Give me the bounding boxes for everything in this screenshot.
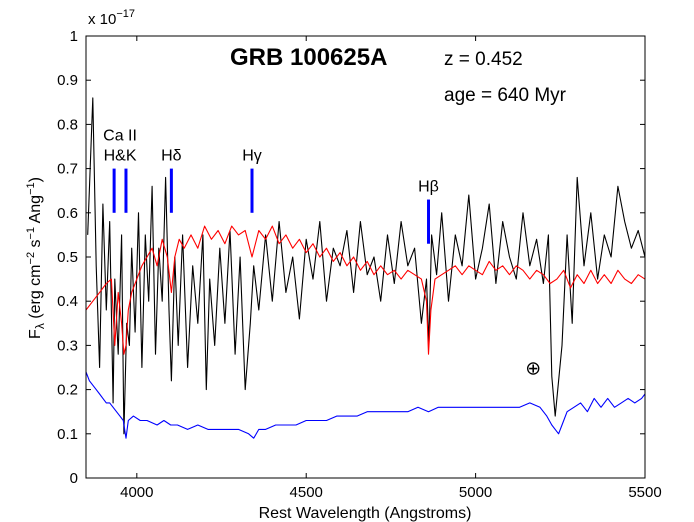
y-tick-label: 0.3 (57, 337, 78, 354)
series-line-1 (86, 225, 645, 355)
x-axis-label: Rest Wavelength (Angstroms) (259, 505, 472, 522)
spectral-line-label: Hδ (161, 148, 182, 165)
y-tick-label: 0.9 (57, 72, 78, 89)
ticks-layer: 4000 4500 5000 5500 0 0.1 0.2 0.3 0.4 0.5 0.6 0.7 0.… (57, 28, 662, 501)
x-tick-label: 5500 (628, 484, 661, 501)
redshift-annotation: z = 0.452 (444, 49, 523, 70)
y-tick-label: 0.8 (57, 116, 78, 133)
y-axis-label: Fλ (erg cm−2 s−1 Ang−1) (25, 177, 47, 339)
chart-title: GRB 100625A (230, 44, 387, 71)
y-tick-label: 0.1 (57, 426, 78, 443)
x-tick-label: 5000 (459, 484, 492, 501)
spectral-line-label: H&K (104, 148, 137, 165)
y-tick-label: 0.6 (57, 205, 78, 222)
y-tick-label: 0 (70, 470, 78, 487)
spectral-line-label: Ca II (103, 128, 137, 145)
spectral-line-label: Hγ (242, 148, 262, 165)
y-scale-factor: x 10−17 (88, 8, 135, 28)
y-tick-label: 0.2 (57, 382, 78, 399)
line-marks-layer: Ca II H&K Hδ Hγ Hβ (103, 128, 439, 244)
series-layer (86, 97, 645, 439)
x-tick-label: 4000 (120, 484, 153, 501)
y-tick-label: 0.4 (57, 293, 78, 310)
y-tick-label: 1 (70, 28, 78, 45)
y-tick-label: 0.5 (57, 249, 78, 266)
spectral-line-label: Hβ (418, 179, 439, 196)
x-tick-label: 4500 (290, 484, 323, 501)
y-tick-label: 0.7 (57, 161, 78, 178)
age-annotation: age = 640 Myr (444, 85, 567, 106)
telluric-symbol: ⊕ (525, 359, 541, 380)
series-line-2 (86, 371, 645, 439)
